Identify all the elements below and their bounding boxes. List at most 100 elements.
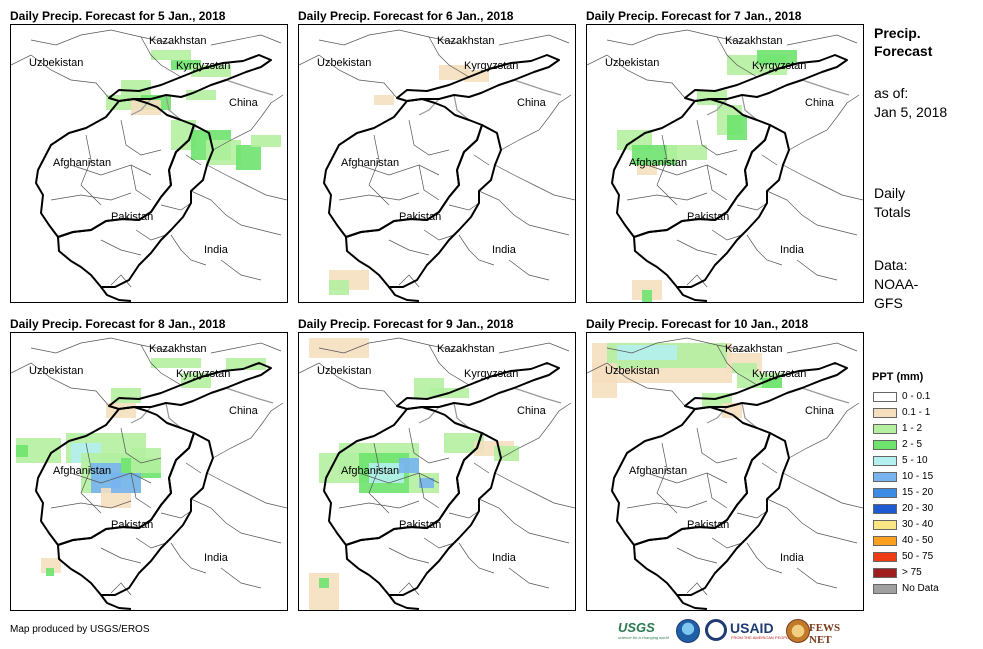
fews-net-logo: FEWS NET (809, 622, 841, 646)
totals-text: Daily Totals (874, 185, 911, 220)
admin-boundary (140, 344, 182, 386)
admin-boundary (70, 472, 152, 484)
legend-label: 0 - 0.1 (902, 391, 931, 402)
admin-boundary (706, 472, 728, 509)
precip-area (16, 445, 28, 457)
admin-boundary (398, 274, 420, 288)
admin-boundary (626, 192, 708, 201)
admin-boundary (135, 229, 167, 241)
admin-boundary (11, 54, 110, 99)
admin-boundary (716, 36, 758, 78)
admin-boundary (50, 192, 132, 201)
precip-area (369, 463, 404, 483)
admin-boundary (70, 164, 152, 176)
precip-area (236, 145, 261, 170)
legend-label: 40 - 50 (902, 535, 934, 546)
country-border (225, 79, 274, 96)
country-outline (100, 594, 132, 610)
precip-area (617, 345, 677, 360)
map-label-kyrgyzstan: Kyrgyzstan (464, 60, 519, 72)
map-label-uzbekistan: Uzbekistan (317, 57, 372, 69)
map-label-china: China (805, 97, 834, 109)
country-outline (396, 362, 560, 410)
country-outline (684, 54, 848, 102)
map-label-india: India (780, 244, 804, 256)
precip-area (111, 473, 141, 493)
map-panel-4: Kazakhstan Uzbekistan Kyrgyzstan China Afgha… (10, 332, 288, 611)
precip-area (464, 70, 489, 82)
admin-boundary (686, 582, 708, 596)
map-label-india: India (204, 552, 228, 564)
map-graphic (11, 29, 287, 302)
panel-title-3: Daily Precip. Forecast for 7 Jan., 2018 (586, 9, 802, 23)
admin-boundary (170, 234, 207, 266)
country-border (165, 402, 182, 429)
admin-boundary (761, 462, 778, 474)
admin-boundary (746, 542, 783, 574)
admin-boundary (206, 164, 287, 201)
usaid-logo: USAID (730, 620, 774, 636)
map-label-uzbekistan: Uzbekistan (605, 365, 660, 377)
precip-area (319, 578, 329, 588)
country-outline (108, 362, 272, 410)
admin-boundary (299, 362, 398, 407)
admin-boundary (220, 259, 262, 281)
admin-boundary (498, 34, 570, 46)
map-label-pakistan: Pakistan (687, 519, 730, 531)
precip-area (151, 50, 191, 60)
admin-boundary (110, 274, 132, 288)
precip-area (727, 115, 747, 140)
map-label-india: India (492, 552, 516, 564)
precip-area (419, 478, 434, 488)
admin-boundary (448, 202, 480, 211)
admin-boundary (508, 567, 550, 589)
precip-area (667, 145, 707, 160)
admin-boundary (160, 510, 192, 519)
admin-boundary (210, 342, 282, 354)
admin-boundary (796, 259, 838, 281)
admin-boundary (130, 472, 152, 509)
admin-boundary (212, 94, 284, 151)
admin-boundary (418, 164, 440, 201)
admin-boundary (473, 154, 490, 166)
admin-boundary (478, 498, 570, 544)
admin-boundary (587, 362, 686, 407)
admin-boundary (418, 472, 440, 509)
country-outline (345, 124, 502, 288)
admin-boundary (423, 537, 455, 549)
map-label-afghanistan: Afghanistan (53, 157, 112, 169)
admin-boundary (190, 498, 282, 544)
admin-boundary (160, 202, 192, 211)
legend-label: No Data (902, 583, 939, 594)
map-label-india: India (204, 244, 228, 256)
precip-area (251, 135, 281, 147)
legend-swatch (873, 392, 897, 402)
admin-boundary (368, 442, 390, 514)
map-label-afghanistan: Afghanistan (341, 157, 400, 169)
admin-boundary (686, 274, 708, 288)
fews-globe-icon (786, 619, 810, 643)
panel-title-4: Daily Precip. Forecast for 8 Jan., 2018 (10, 317, 226, 331)
map-label-afghanistan: Afghanistan (629, 465, 688, 477)
admin-boundary (388, 239, 430, 256)
admin-boundary (711, 537, 743, 549)
country-outline (676, 286, 708, 302)
admin-boundary (448, 510, 480, 519)
map-panel-6: Kazakhstan Uzbekistan Kyrgyzstan China Afgha… (586, 332, 864, 611)
panel-title-5: Daily Precip. Forecast for 9 Jan., 2018 (298, 317, 514, 331)
country-border (801, 387, 850, 404)
admin-boundary (210, 34, 282, 46)
legend-swatch (873, 552, 897, 562)
admin-boundary (358, 164, 440, 176)
admin-boundary (190, 190, 282, 236)
admin-boundary (299, 54, 398, 99)
admin-boundary (761, 154, 778, 166)
legend-title: PPT (mm) (872, 371, 924, 383)
map-label-kyrgyzstan: Kyrgyzstan (752, 368, 807, 380)
precip-area (131, 448, 161, 473)
precip-area (226, 358, 266, 370)
precip-area (732, 363, 757, 373)
country-outline (57, 124, 214, 288)
precip-area (757, 50, 797, 65)
legend-label: 50 - 75 (902, 551, 934, 562)
